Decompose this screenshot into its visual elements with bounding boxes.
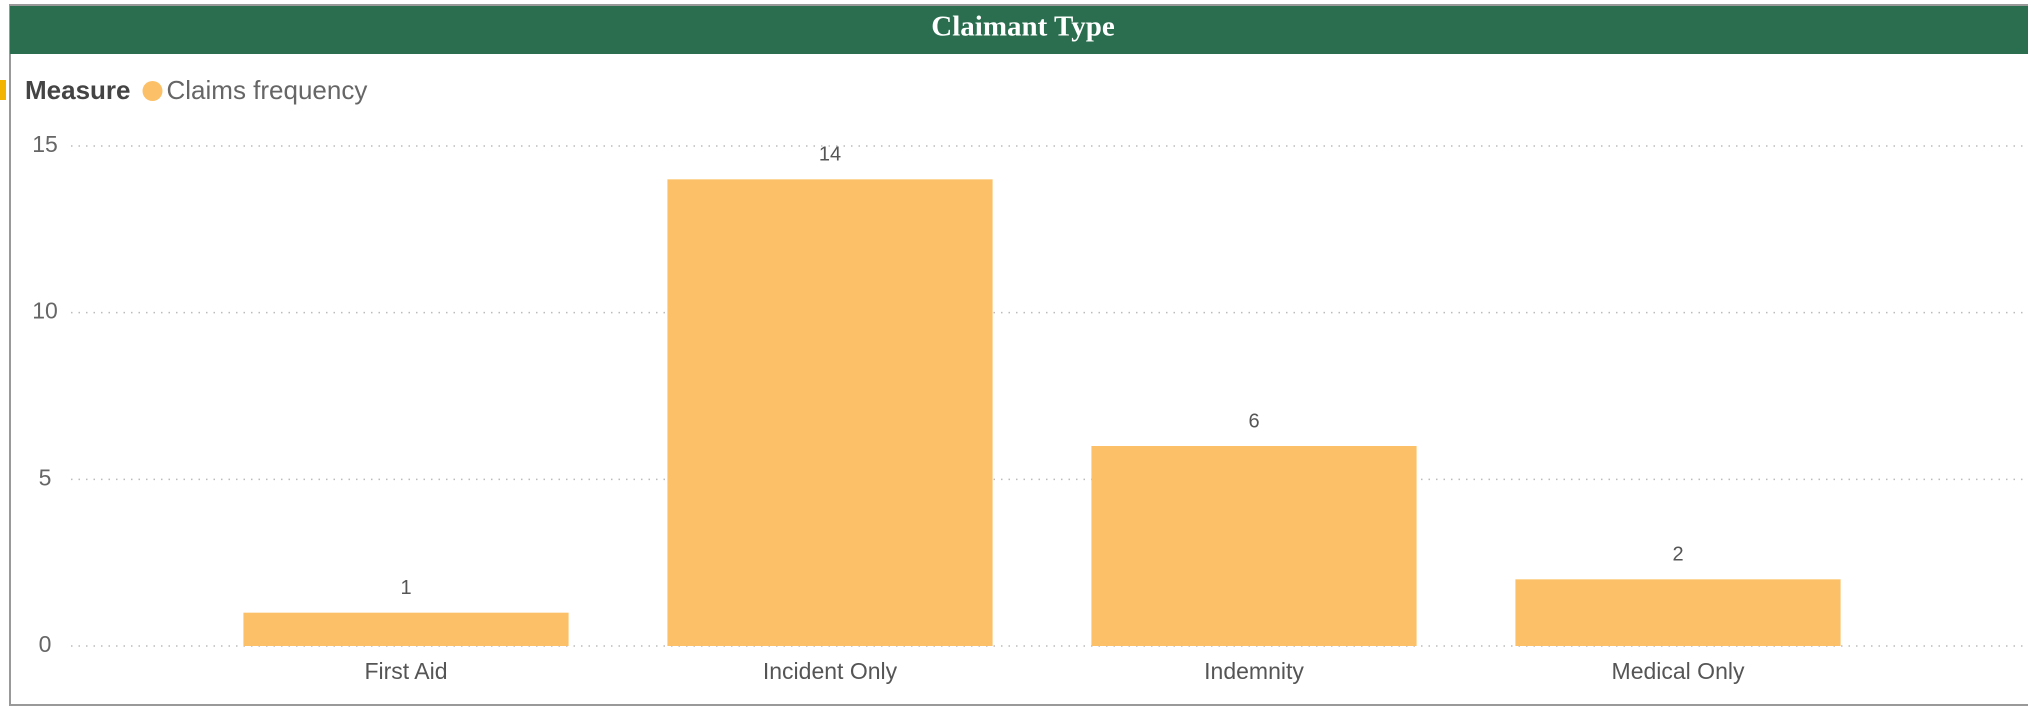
- y-tick-label: 5: [39, 464, 52, 490]
- data-label: 6: [1248, 410, 1259, 432]
- x-tick-label: Incident Only: [763, 658, 898, 684]
- x-tick-label: First Aid: [364, 658, 447, 684]
- legend-label: Claims frequency: [167, 75, 368, 105]
- data-label: 14: [819, 144, 841, 166]
- legend-title: Measure: [25, 75, 131, 105]
- y-tick-label: 0: [39, 631, 52, 657]
- y-tick-label: 10: [32, 298, 58, 324]
- y-tick-label: 15: [32, 131, 58, 157]
- data-label: 2: [1672, 544, 1683, 566]
- chart-title: Claimant Type: [931, 11, 1115, 43]
- bar: [243, 612, 569, 646]
- x-tick-label: Indemnity: [1204, 658, 1304, 684]
- legend-marker: [142, 81, 163, 101]
- bar: [1091, 446, 1417, 646]
- data-label: 1: [400, 577, 411, 599]
- edge-marker: [0, 80, 6, 100]
- title-bar: [10, 6, 2028, 54]
- bar: [1515, 579, 1841, 646]
- bar: [667, 179, 993, 647]
- x-tick-label: Medical Only: [1612, 658, 1745, 684]
